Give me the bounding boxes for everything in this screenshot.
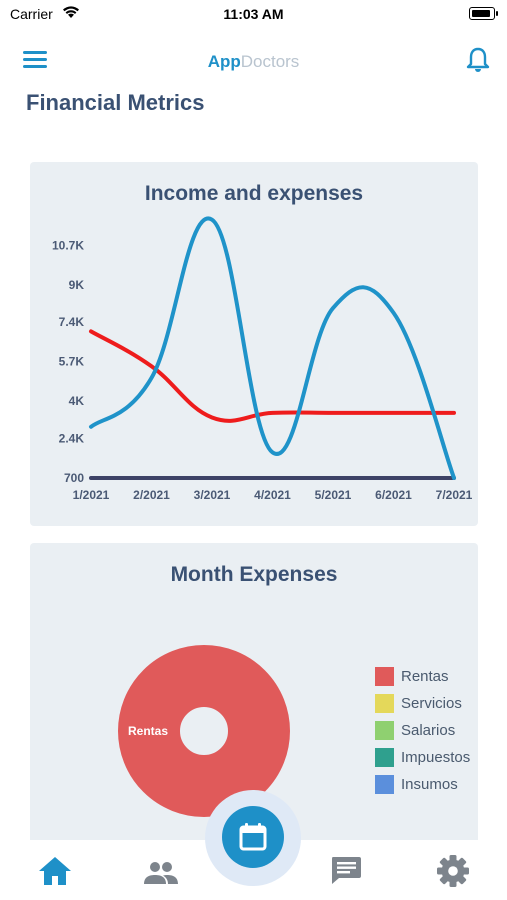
carrier-label: Carrier [10,6,53,22]
legend-swatch [375,694,394,713]
menu-button[interactable] [22,48,48,70]
line-chart-title: Income and expenses [144,182,364,205]
x-tick-label: 5/2021 [315,488,352,502]
legend-label: Rentas [401,668,449,685]
tab-people[interactable] [143,854,179,888]
wifi-icon [63,6,79,18]
legend-swatch [375,775,394,794]
y-tick-label: 2.4K [59,431,85,445]
month-expenses-chart: Rentas [118,645,290,817]
legend-label: Salarios [401,722,456,739]
pie-slice [118,645,290,817]
pie-chart-title: Month Expenses [170,563,338,586]
clock: 11:03 AM [223,6,284,22]
x-tick-label: 3/2021 [194,488,231,502]
y-tick-label: 4K [69,394,85,408]
page-title: Financial Metrics [26,90,205,115]
y-tick-label: 10.7K [52,238,84,252]
tab-home[interactable] [37,854,73,888]
legend-item: Impuestos [375,744,470,771]
chat-icon [332,857,361,884]
x-tick-label: 1/2021 [73,488,110,502]
legend-label: Impuestos [401,749,471,766]
x-tick-label: 6/2021 [375,488,412,502]
legend-item: Salarios [375,717,470,744]
menu-icon-bar [23,58,47,61]
x-tick-label: 4/2021 [254,488,291,502]
y-tick-label: 7.4K [59,315,85,329]
y-tick-label: 5.7K [59,355,85,369]
legend-item: Insumos [375,771,470,798]
brand-part-app: App [207,52,241,71]
calendar-button[interactable] [222,806,284,868]
month-expenses-card: Month Expenses Rentas Rentas Servicios Sal… [30,543,478,863]
legend-swatch [375,667,394,686]
x-tick-label: 7/2021 [436,488,473,502]
tab-chat[interactable] [328,854,364,888]
notifications-button[interactable] [465,46,491,74]
expenses-line [89,329,456,423]
income-line [89,216,456,480]
menu-icon [23,51,47,54]
app-header: AppDoctors [0,40,507,82]
battery-icon [469,7,498,20]
x-tick-label: 2/2021 [133,488,170,502]
bell-icon [466,47,490,72]
status-bar: Carrier 11:03 AM [0,0,507,30]
income-expenses-chart: 700 2.4K 4K 5.7K 7.4K 9K 10.7K 1/2021 2/2021 3/20… [52,216,473,502]
y-tick-label: 700 [64,471,84,485]
legend-swatch [375,721,394,740]
brand-part-doctors: Doctors [240,52,300,71]
home-icon [39,857,71,885]
income-expenses-card: Income and expenses 700 2.4K 4K 5.7K 7.4K 9K 1… [30,162,478,526]
gear-icon [437,855,469,887]
legend-label: Insumos [401,776,458,793]
legend-label: Servicios [401,695,462,712]
pie-legend: Rentas Servicios Salarios Impuestos Insumos [375,663,470,798]
legend-item: Rentas [375,663,470,690]
people-icon [144,862,178,884]
legend-swatch [375,748,394,767]
pie-slice-label: Rentas [128,724,168,738]
y-tick-label: 9K [69,278,85,292]
calendar-icon [239,823,267,851]
legend-item: Servicios [375,690,470,717]
brand-logo: AppDoctors [0,52,507,72]
menu-icon-bar [23,65,47,68]
tab-settings[interactable] [435,854,471,888]
